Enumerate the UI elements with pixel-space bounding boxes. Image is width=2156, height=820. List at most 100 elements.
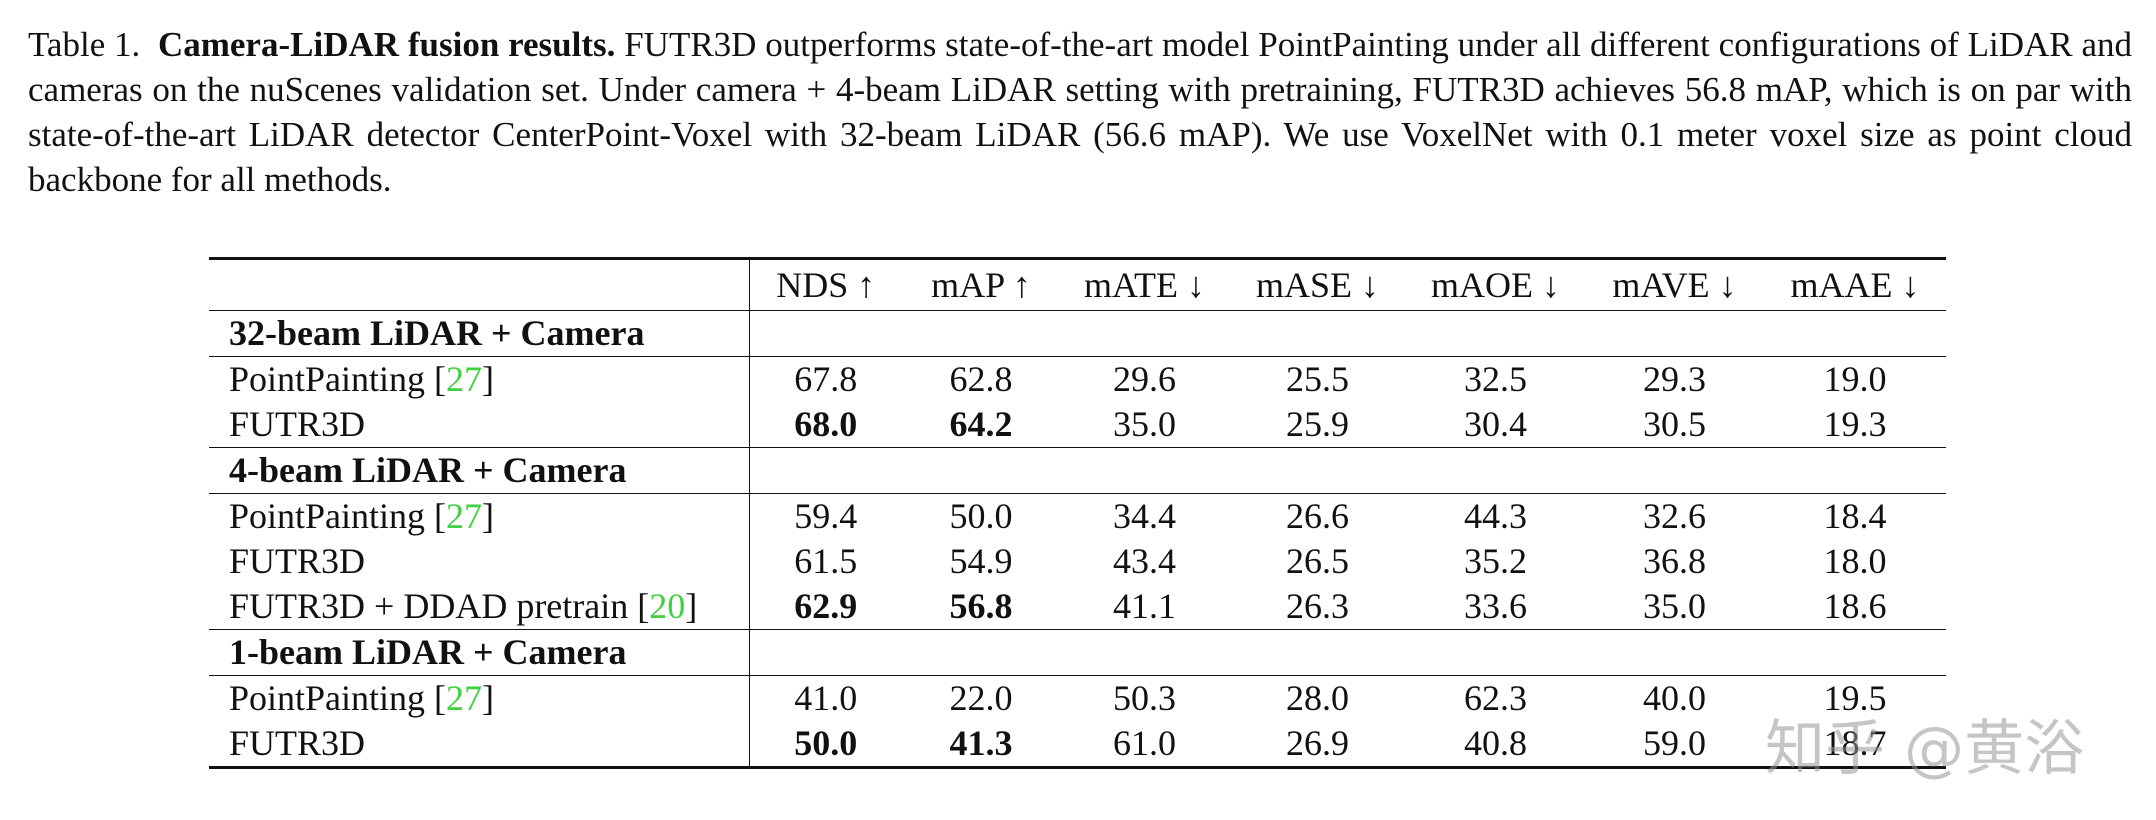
value-cell: 41.3: [902, 721, 1060, 769]
value-cell: 26.5: [1286, 541, 1349, 581]
value-cell: 61.0: [1060, 721, 1229, 769]
method-cell: FUTR3D: [209, 402, 750, 448]
header-row: NDS ↑ mAP ↑ mATE ↓ mASE ↓ mAOE ↓ mAVE ↓ mAAE ↓: [209, 257, 1946, 311]
method-name: FUTR3D + DDAD pretrain: [229, 586, 629, 626]
value-cell: 44.3: [1464, 496, 1527, 536]
method-name: PointPainting: [229, 359, 426, 399]
value-cell: 18.6: [1823, 586, 1887, 626]
value-cell: 61.5: [794, 541, 858, 581]
value-cell: 40.8: [1406, 721, 1585, 769]
group-row: 4-beam LiDAR + Camera: [209, 447, 1946, 494]
value-cell: 32.5: [1464, 359, 1527, 399]
cite-open: [: [637, 586, 650, 626]
value-cell: 33.6: [1464, 586, 1527, 626]
value-cell: 35.2: [1464, 541, 1527, 581]
value-cell: 40.0: [1643, 678, 1706, 718]
value-cell: 35.0: [1113, 404, 1176, 444]
cite-ref: 27: [446, 678, 483, 718]
cite-ref: 27: [446, 496, 483, 536]
header-cell: [209, 257, 750, 311]
cite-ref: 20: [649, 586, 686, 626]
value-cell: 25.9: [1286, 404, 1349, 444]
data-row: PointPainting [27] 41.0 22.0 50.3 28.0 62.3 40…: [209, 675, 1946, 721]
value-cell: 54.9: [949, 541, 1013, 581]
value-cell: 50.3: [1113, 678, 1176, 718]
value-cell: 18.7: [1764, 721, 1946, 769]
value-cell: 30.4: [1464, 404, 1527, 444]
method-cell: FUTR3D + DDAD pretrain [20]: [209, 584, 750, 630]
group-fill: [749, 629, 1946, 676]
value-cell: 19.0: [1823, 359, 1887, 399]
header-cell: mASE ↓: [1229, 257, 1406, 311]
value-cell: 62.8: [949, 359, 1013, 399]
header-cell: mAOE ↓: [1406, 257, 1585, 311]
method-cell: PointPainting [27]: [209, 493, 750, 539]
value-cell: 30.5: [1643, 404, 1706, 444]
value-cell: 50.0: [949, 496, 1013, 536]
value-cell: 26.6: [1286, 496, 1349, 536]
value-cell: 26.3: [1286, 586, 1349, 626]
data-row: FUTR3D 61.5 54.9 43.4 26.5 35.2 36.8 18.0: [209, 539, 1946, 584]
cite-close: ]: [685, 586, 698, 626]
value-cell: 64.2: [949, 404, 1013, 444]
caption-label: Table 1.: [28, 25, 141, 64]
header-cell: NDS ↑: [749, 257, 902, 311]
value-cell: 19.5: [1823, 678, 1887, 718]
value-cell: 19.3: [1823, 404, 1887, 444]
cite-close: ]: [482, 359, 495, 399]
method-name: PointPainting: [229, 496, 426, 536]
method-name: FUTR3D: [229, 404, 366, 444]
data-row: PointPainting [27] 67.8 62.8 29.6 25.5 32.5 29…: [209, 356, 1946, 402]
method-name: PointPainting: [229, 678, 426, 718]
caption: Table 1. Camera-LiDAR fusion results. FU…: [28, 22, 2132, 202]
results-table: NDS ↑ mAP ↑ mATE ↓ mASE ↓ mAOE ↓ mAVE ↓ mAAE ↓…: [209, 257, 1946, 769]
value-cell: 68.0: [794, 404, 858, 444]
watermark: 知乎 @黄浴: [1765, 714, 2085, 784]
value-cell: 26.9: [1229, 721, 1406, 769]
data-row: FUTR3D 68.0 64.2 35.0 25.9 30.4 30.5 19.3: [209, 402, 1946, 448]
group-fill: [749, 310, 1946, 357]
header-cell: mAP ↑: [902, 257, 1060, 311]
cite-open: [: [434, 678, 447, 718]
method-cell: FUTR3D: [209, 721, 750, 769]
value-cell: 62.3: [1464, 678, 1527, 718]
method-cell: PointPainting [27]: [209, 675, 750, 721]
method-name: FUTR3D: [229, 723, 366, 763]
group-row: 32-beam LiDAR + Camera: [209, 310, 1946, 357]
method-cell: FUTR3D: [209, 539, 750, 584]
data-row: FUTR3D 50.0 41.3 61.0 26.9 40.8 59.0 18.7: [209, 721, 1946, 769]
value-cell: 41.1: [1113, 586, 1176, 626]
value-cell: 67.8: [794, 359, 858, 399]
value-cell: 28.0: [1286, 678, 1349, 718]
value-cell: 50.0: [749, 721, 902, 769]
group-fill: [749, 447, 1946, 494]
value-cell: 34.4: [1113, 496, 1176, 536]
value-cell: 59.0: [1585, 721, 1764, 769]
cite-close: ]: [482, 678, 495, 718]
value-cell: 36.8: [1643, 541, 1706, 581]
value-cell: 56.8: [949, 586, 1013, 626]
value-cell: 32.6: [1643, 496, 1706, 536]
header-cell: mATE ↓: [1060, 257, 1229, 311]
value-cell: 35.0: [1643, 586, 1706, 626]
cite-open: [: [434, 359, 447, 399]
value-cell: 25.5: [1286, 359, 1349, 399]
group-title: 4-beam LiDAR + Camera: [209, 447, 750, 494]
value-cell: 29.6: [1113, 359, 1176, 399]
group-row: 1-beam LiDAR + Camera: [209, 629, 1946, 676]
value-cell: 41.0: [794, 678, 858, 718]
header-cell: mAVE ↓: [1585, 257, 1764, 311]
data-row: PointPainting [27] 59.4 50.0 34.4 26.6 44.3 32…: [209, 493, 1946, 539]
method-name: FUTR3D: [229, 541, 366, 581]
value-cell: 22.0: [949, 678, 1013, 718]
value-cell: 18.0: [1823, 541, 1887, 581]
method-cell: PointPainting [27]: [209, 356, 750, 402]
caption-text: FUTR3D outperforms state-of-the-art mode…: [28, 25, 2133, 199]
caption-title: Camera-LiDAR fusion results.: [157, 25, 616, 64]
group-title: 1-beam LiDAR + Camera: [209, 629, 750, 676]
value-cell: 59.4: [794, 496, 858, 536]
cite-ref: 27: [446, 359, 483, 399]
cite-close: ]: [482, 496, 495, 536]
header-cell: mAAE ↓: [1764, 257, 1946, 311]
